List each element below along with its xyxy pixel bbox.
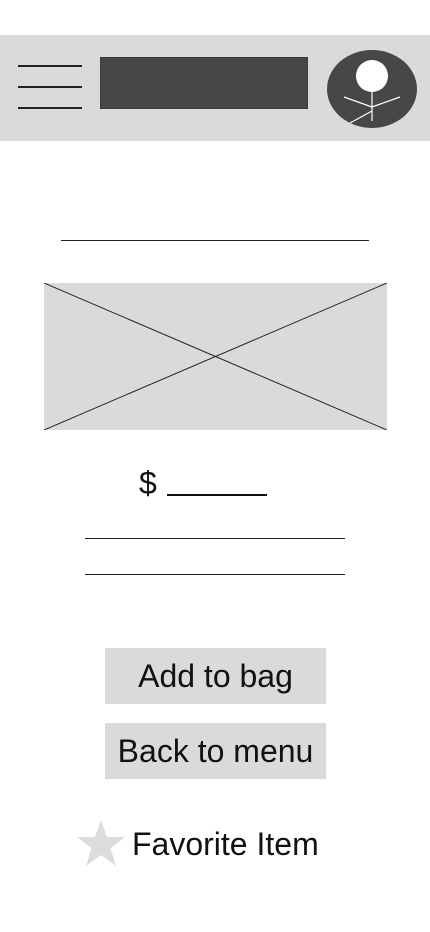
item-description-line — [85, 574, 345, 575]
favorite-item-toggle[interactable]: Favorite Item — [76, 818, 319, 870]
top-bar — [0, 35, 430, 141]
add-to-bag-button[interactable]: Add to bag — [105, 648, 326, 704]
hamburger-menu-icon[interactable] — [18, 65, 82, 109]
menu-line — [18, 86, 82, 88]
page-title-placeholder — [100, 57, 308, 109]
price-value-blank — [166, 466, 267, 496]
menu-line — [18, 65, 82, 67]
item-description-line — [85, 538, 345, 539]
favorite-item-label: Favorite Item — [132, 825, 319, 862]
avatar-icon[interactable] — [326, 49, 418, 129]
item-name-placeholder-line — [61, 240, 369, 241]
menu-line — [18, 107, 82, 109]
item-price: $ — [139, 466, 267, 500]
back-to-menu-button[interactable]: Back to menu — [105, 723, 326, 779]
star-icon[interactable] — [76, 818, 126, 870]
price-currency-symbol: $ — [139, 465, 157, 501]
image-placeholder-icon — [44, 283, 387, 430]
